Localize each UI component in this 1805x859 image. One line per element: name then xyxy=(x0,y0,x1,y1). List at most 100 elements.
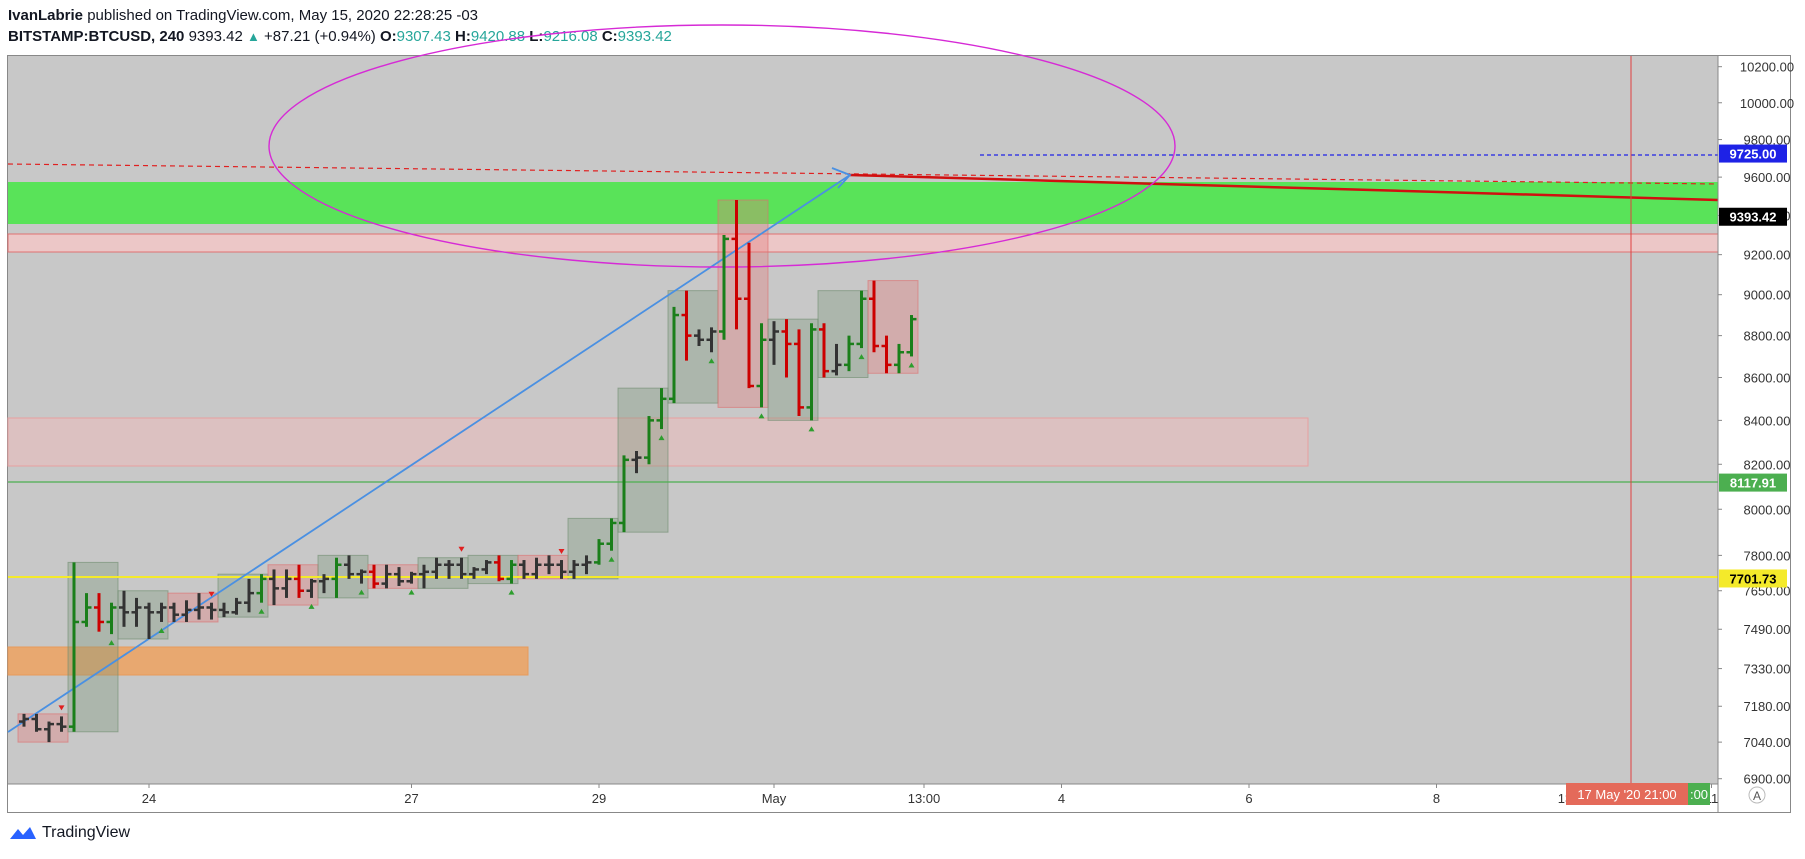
high-label: H: xyxy=(455,28,471,45)
price-label-bg xyxy=(1719,569,1787,588)
ohlc-bar xyxy=(294,564,304,598)
price-label-text: 7701.73 xyxy=(1730,571,1777,586)
ohlc-bar xyxy=(756,323,767,408)
ohlc-bar xyxy=(569,560,579,579)
buy-signal-icon xyxy=(158,627,165,633)
price-label-text: 8117.91 xyxy=(1730,476,1776,491)
x-tick-label: 8 xyxy=(1433,791,1440,806)
y-tick-label: 8000.00 xyxy=(1744,502,1791,517)
ohlc-bar xyxy=(344,555,354,579)
publish-text: published on TradingView.com, May 15, 20… xyxy=(87,7,479,24)
ohlc-bar xyxy=(806,323,817,421)
footer: TradingView xyxy=(8,824,130,842)
ohlc-bar xyxy=(31,713,42,732)
ohlc-bar xyxy=(669,306,679,404)
x-tick-label: 13:00 xyxy=(908,791,941,806)
ohlc-bar xyxy=(781,319,792,378)
red-trend-line xyxy=(849,173,1719,202)
x-tick-label: 6 xyxy=(1245,791,1252,806)
bar-layer xyxy=(19,200,917,743)
red-dashed-line xyxy=(7,163,1719,185)
tradingview-logo-icon[interactable] xyxy=(8,825,38,841)
symbol-label[interactable]: BITSTAMP:BTCUSD, 240 xyxy=(8,28,185,45)
ohlc-bar xyxy=(331,557,342,598)
ohlc-bar xyxy=(556,560,567,579)
ohlc-bar xyxy=(681,290,692,361)
price-label-bg xyxy=(1719,144,1787,163)
ohlc-bar xyxy=(306,578,317,598)
ohlc-bar xyxy=(219,602,229,618)
ohlc-bar xyxy=(819,323,829,378)
time-label-box: 17 May '20 21:00 :00 xyxy=(1566,783,1710,805)
ohlc-bar xyxy=(769,321,779,365)
buy-signal-icon xyxy=(308,603,315,609)
buy-signal-icon xyxy=(708,358,715,364)
ohlc-bar xyxy=(431,557,442,579)
y-tick-label: 7650.00 xyxy=(1744,584,1791,599)
bear-box xyxy=(267,564,319,606)
buy-signal-icon xyxy=(658,435,665,441)
y-tick-label: 9200.00 xyxy=(1744,248,1791,263)
ohlc-bar xyxy=(56,716,67,732)
ohlc-bar xyxy=(206,602,217,620)
ohlc-bar xyxy=(244,578,254,613)
ohlc-bar xyxy=(856,290,867,349)
high-value: 9420.88 xyxy=(470,28,526,45)
ohlc-bar xyxy=(181,600,192,622)
ohlc-bar xyxy=(581,555,592,575)
author-name[interactable]: IvanLabrie xyxy=(8,7,84,24)
blue-arrow-head xyxy=(831,167,852,189)
y-tick-label: 10200.00 xyxy=(1740,60,1794,75)
x-tick-label: 24 xyxy=(142,791,156,806)
y-tick-label: 9600.00 xyxy=(1744,170,1791,185)
ohlc-bar xyxy=(644,416,654,465)
ohlc-bar xyxy=(69,562,79,732)
tradingview-brand[interactable]: TradingView xyxy=(42,824,131,841)
bull-box xyxy=(567,517,619,580)
zone-layer xyxy=(7,182,1719,676)
y-tick-label: 8800.00 xyxy=(1744,329,1791,344)
ohlc-bar xyxy=(231,597,242,615)
sell-signal-icon xyxy=(208,591,215,597)
pink-supply-zone-upper xyxy=(7,233,1719,253)
price-label-text: 9393.42 xyxy=(1730,210,1777,225)
publish-info: IvanLabrie published on TradingView.com,… xyxy=(8,6,672,26)
chart-header: IvanLabrie published on TradingView.com,… xyxy=(8,6,672,47)
buy-signal-icon xyxy=(258,608,265,614)
ohlc-bar xyxy=(906,315,917,357)
ohlc-bar xyxy=(544,555,554,575)
ohlc-bar xyxy=(156,602,167,622)
ohlc-bar xyxy=(656,388,667,430)
buy-signal-icon xyxy=(758,413,765,419)
y-tick-label: 8600.00 xyxy=(1744,371,1791,386)
level-lines xyxy=(7,24,1719,784)
ohlc-bar xyxy=(131,597,142,627)
time-label-bg xyxy=(1566,783,1688,805)
ohlc-bar xyxy=(869,280,879,353)
low-label: L: xyxy=(529,28,544,45)
buy-signal-icon xyxy=(858,354,865,360)
y-tick-label: 7330.00 xyxy=(1744,662,1791,677)
ohlc-bar xyxy=(319,574,329,594)
ohlc-bar xyxy=(281,569,292,598)
ohlc-bar xyxy=(456,557,467,579)
buy-signal-icon xyxy=(608,556,615,562)
y-tick-label: 8400.00 xyxy=(1744,413,1791,428)
ohlc-bar xyxy=(794,329,804,417)
x-tick-label: May xyxy=(762,791,787,806)
buy-signal-icon xyxy=(508,589,515,595)
ohlc-bar xyxy=(106,602,117,635)
ohlc-bar xyxy=(481,560,492,575)
y-axis[interactable]: 10200.0010000.009800.009600.009400.00920… xyxy=(1717,56,1794,812)
scale-mode-label[interactable]: A xyxy=(1753,789,1761,803)
ohlc-bar xyxy=(406,571,417,584)
scale-mode-circle[interactable] xyxy=(1748,786,1766,804)
ohlc-bar xyxy=(119,590,129,627)
ohlc-bar xyxy=(494,555,504,582)
ohlc-bar xyxy=(444,560,454,579)
ohlc-bar xyxy=(531,557,542,579)
scale-mode-button[interactable]: A xyxy=(1748,786,1766,804)
ohlc-bar xyxy=(256,574,267,603)
